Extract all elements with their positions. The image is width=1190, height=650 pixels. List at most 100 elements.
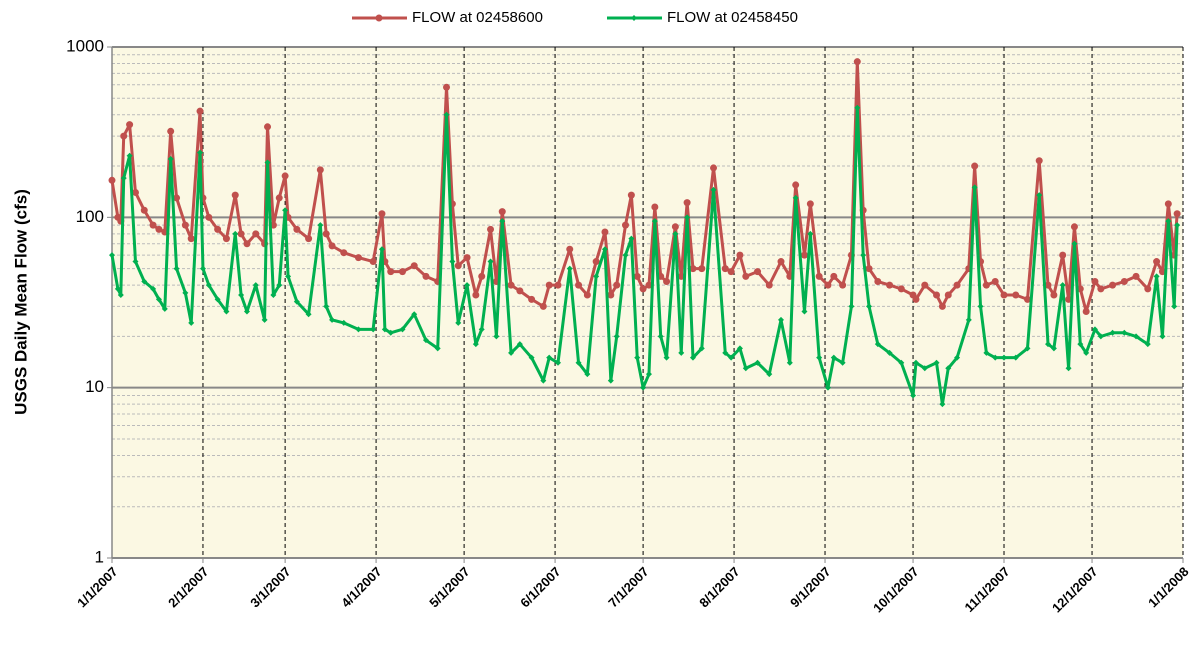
plot-background [112, 47, 1183, 558]
point [369, 258, 377, 266]
point [161, 305, 168, 312]
point [223, 308, 230, 315]
point [1109, 329, 1116, 336]
point [1065, 365, 1072, 372]
point [584, 371, 591, 378]
point [592, 258, 600, 266]
point [1144, 341, 1151, 348]
point [792, 194, 799, 201]
point [622, 252, 629, 259]
point [912, 359, 919, 366]
point [126, 121, 134, 129]
point [422, 337, 429, 344]
point [370, 326, 377, 333]
point [954, 354, 961, 361]
point [754, 268, 762, 276]
y-tick-label: 10 [85, 377, 104, 396]
point [540, 377, 547, 384]
point [443, 83, 451, 91]
point [328, 242, 336, 250]
point [639, 285, 647, 293]
point [640, 384, 647, 391]
point [117, 291, 124, 298]
point [971, 162, 979, 170]
point [651, 218, 658, 225]
point [275, 194, 283, 202]
x-tick-label: 12/1/2007 [1049, 564, 1101, 616]
point [120, 175, 127, 182]
point [566, 245, 574, 253]
point [270, 291, 277, 298]
point [141, 278, 148, 285]
point [187, 235, 195, 243]
point [1044, 281, 1052, 289]
point [434, 345, 441, 352]
point [613, 333, 620, 340]
point [305, 311, 312, 318]
point [554, 281, 562, 289]
legend-label: FLOW at 02458600 [412, 9, 543, 26]
point [945, 365, 952, 372]
point [231, 191, 239, 199]
x-tick-label: 8/1/2007 [696, 564, 742, 610]
point [1045, 341, 1052, 348]
point [1171, 303, 1178, 310]
point [472, 341, 479, 348]
point [992, 354, 999, 361]
point [167, 127, 175, 135]
point [601, 228, 609, 236]
point [199, 265, 206, 272]
point [443, 111, 450, 118]
point [472, 291, 480, 299]
point [155, 225, 163, 233]
point [1091, 278, 1099, 286]
y-tick-label: 100 [76, 207, 104, 226]
point [566, 265, 573, 272]
point [173, 265, 180, 272]
point [898, 359, 905, 366]
point [261, 316, 268, 323]
point [173, 194, 181, 202]
point [671, 223, 679, 231]
point [281, 172, 289, 180]
point [921, 281, 929, 289]
point [1035, 157, 1043, 165]
point [1091, 326, 1098, 333]
point [182, 289, 189, 296]
point [689, 354, 696, 361]
point [886, 349, 893, 356]
point [786, 359, 793, 366]
point [126, 152, 133, 159]
point [1121, 329, 1128, 336]
point [252, 230, 260, 238]
point [516, 287, 524, 295]
point [455, 319, 462, 326]
point [378, 246, 385, 253]
point [865, 265, 873, 273]
point [487, 258, 494, 265]
point [1109, 281, 1117, 289]
x-tick-label: 10/1/2007 [870, 564, 922, 616]
point [1153, 258, 1161, 266]
point [736, 251, 744, 259]
point [1133, 333, 1140, 340]
series-line [110, 60, 1179, 314]
point [874, 341, 881, 348]
point [150, 285, 157, 292]
point [792, 181, 800, 189]
point [188, 319, 195, 326]
point [399, 326, 406, 333]
point [933, 359, 940, 366]
point [120, 132, 128, 140]
point [493, 333, 500, 340]
point [238, 291, 245, 298]
point [464, 282, 471, 289]
point [607, 377, 614, 384]
point [897, 285, 905, 293]
point [921, 365, 928, 372]
point [816, 354, 823, 361]
point [422, 272, 430, 280]
legend-marker [375, 14, 383, 22]
point [1012, 354, 1019, 361]
point [214, 296, 221, 303]
